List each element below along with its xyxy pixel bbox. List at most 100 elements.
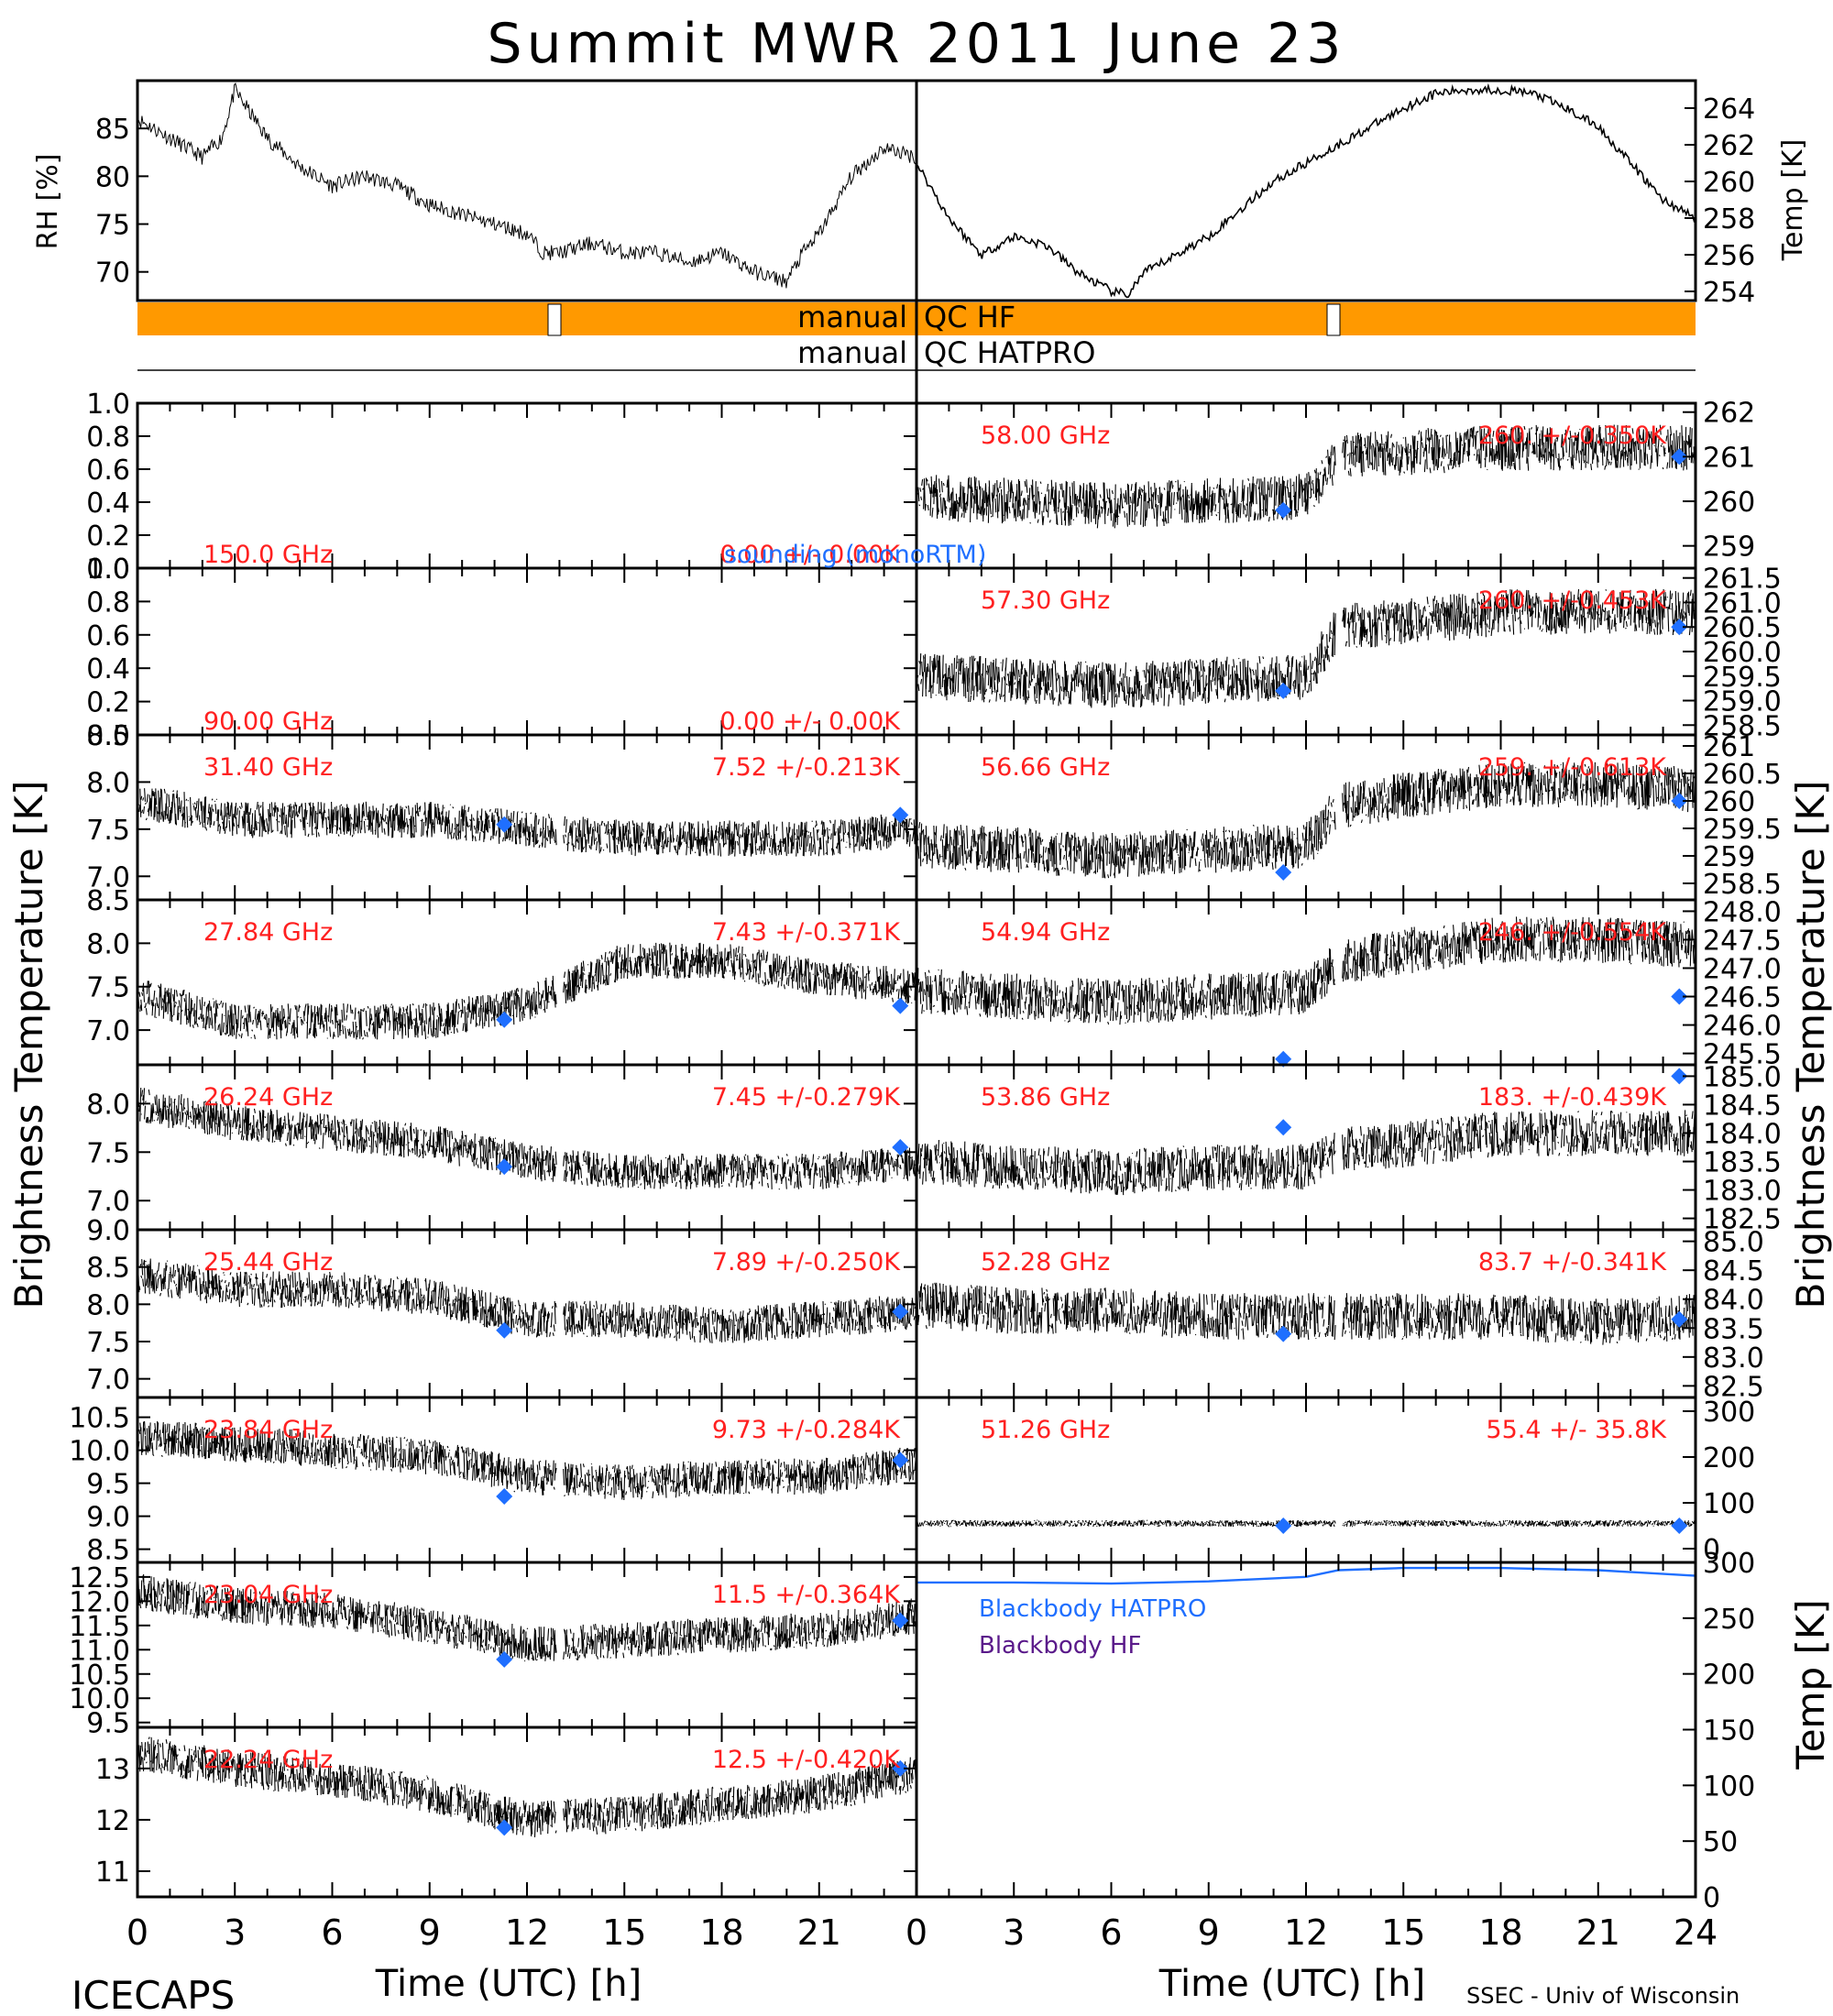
y-tick-label: 245.5	[1703, 1039, 1782, 1071]
y-tick-label: 100	[1703, 1488, 1755, 1520]
y-tick-label: 7.5	[86, 815, 130, 847]
series-right-4	[916, 1110, 1697, 1196]
y-tick-label: 0.0	[86, 720, 130, 752]
y-tick-label: 11	[95, 1857, 130, 1889]
sounding-point	[1275, 1517, 1292, 1534]
blackbody-y-axis-title: Temp [K]	[1788, 1599, 1833, 1770]
qc-hf-label-right: QC HF	[924, 300, 1015, 334]
sounding-point	[892, 1452, 909, 1469]
y-tick-label: 85.0	[1703, 1227, 1764, 1259]
temp-tick-label: 256	[1703, 240, 1755, 272]
rh-series-line	[137, 82, 917, 289]
y-tick-label: 247.5	[1703, 925, 1782, 957]
right-y-axis-title: Brightness Temperature [K]	[1788, 781, 1833, 1309]
y-tick-label: 258.5	[1703, 710, 1782, 742]
panel-frequency-label: 51.26 GHz	[981, 1416, 1110, 1444]
temp-panel-frame	[915, 79, 1697, 302]
panel-stat-label: 183. +/-0.439K	[1478, 1083, 1667, 1112]
x-tick-label: 6	[321, 1912, 343, 1953]
y-tick-label: 11.0	[69, 1635, 130, 1667]
temp-axis-title: Temp [K]	[1777, 139, 1809, 262]
panel-stat-label: 11.5 +/-0.364K	[712, 1581, 901, 1609]
sounding-point	[496, 1011, 513, 1028]
y-tick-label: 258.5	[1703, 869, 1782, 901]
y-tick-label: 182.5	[1703, 1204, 1782, 1236]
panel-frequency-label: 23.04 GHz	[203, 1581, 333, 1609]
sounding-point	[1671, 793, 1688, 809]
y-tick-label: 50	[1703, 1826, 1738, 1858]
sounding-point	[1671, 619, 1688, 636]
y-tick-label: 259.5	[1703, 662, 1782, 694]
y-tick-label: 0.6	[86, 455, 130, 487]
y-tick-label: 7.5	[86, 1137, 130, 1169]
x-tick-label: 21	[797, 1912, 841, 1953]
x-tick-label: 12	[1284, 1912, 1328, 1953]
panel-frequency-label: 90.00 GHz	[203, 707, 333, 736]
sounding-point	[1671, 1517, 1688, 1534]
y-tick-label: 7.0	[86, 1186, 130, 1218]
panel-frequency-label: 57.30 GHz	[981, 586, 1110, 615]
sounding-point	[1671, 448, 1688, 466]
y-tick-label: 246.0	[1703, 1011, 1782, 1043]
panel-stat-label: 83.7 +/-0.341K	[1478, 1248, 1667, 1276]
y-tick-label: 150	[1703, 1715, 1755, 1748]
sounding-point	[1275, 682, 1292, 699]
y-tick-label: 260.5	[1703, 612, 1782, 644]
sounding-point	[1275, 864, 1292, 881]
x-tick-label: 3	[1003, 1912, 1025, 1953]
qc-hf-gap	[547, 303, 562, 336]
x-axis-title-right: Time (UTC) [h]	[1158, 1963, 1425, 2005]
panel-stat-label: 9.73 +/-0.284K	[712, 1416, 901, 1444]
y-tick-label: 82.5	[1703, 1371, 1764, 1403]
y-tick-label: 8.5	[86, 1535, 130, 1567]
x-tick-label: 18	[1478, 1912, 1522, 1953]
sounding-point	[1275, 501, 1292, 519]
y-tick-label: 259	[1703, 841, 1755, 873]
panel-stat-label: 12.5 +/-0.420K	[712, 1746, 901, 1774]
x-tick-label: 9	[419, 1912, 441, 1953]
panel-stat-label: 7.52 +/-0.213K	[712, 753, 901, 782]
y-tick-label: 8.5	[86, 720, 130, 752]
y-tick-label: 261.5	[1703, 564, 1782, 596]
panel-stat-label: 7.45 +/-0.279K	[712, 1083, 901, 1112]
y-tick-label: 7.5	[86, 972, 130, 1004]
sounding-point	[1671, 988, 1688, 1005]
y-tick-label: 12	[95, 1805, 130, 1837]
x-tick-label: 21	[1576, 1912, 1620, 1953]
y-tick-label: 260.5	[1703, 759, 1782, 791]
y-tick-label: 7.0	[86, 1015, 130, 1047]
y-tick-label: 183.5	[1703, 1147, 1782, 1179]
y-tick-label: 200	[1703, 1660, 1755, 1692]
series-left-3	[137, 942, 918, 1040]
sounding-point	[1275, 1050, 1292, 1068]
rh-tick-label: 85	[95, 114, 130, 146]
y-tick-label: 0.6	[86, 620, 130, 652]
panel-frequency-label: 150.0 GHz	[203, 541, 333, 569]
y-tick-label: 1.0	[86, 389, 130, 421]
y-tick-label: 247.0	[1703, 953, 1782, 985]
qc-hf-label-left: manual	[797, 300, 907, 334]
blackbody-hatpro-line	[916, 1566, 1696, 1585]
y-tick-label: 260.0	[1703, 637, 1782, 669]
legend-blackbody-hf: Blackbody HF	[979, 1632, 1141, 1660]
y-tick-label: 260	[1703, 786, 1755, 818]
rh-tick-label: 80	[95, 161, 130, 193]
panel-stat-label: 260. +/-0.453K	[1478, 586, 1667, 615]
y-tick-label: 9.5	[86, 1708, 130, 1740]
y-tick-label: 7.0	[86, 1364, 130, 1397]
panel-stat-label: 0.00 +/- 0.00K	[719, 707, 901, 736]
y-tick-label: 0.4	[86, 488, 130, 520]
y-tick-label: 10.0	[69, 1436, 130, 1468]
panel-stat-label: 7.89 +/-0.250K	[712, 1248, 901, 1276]
temp-tick-label: 262	[1703, 130, 1755, 162]
panel-frequency-label: 26.24 GHz	[203, 1083, 333, 1112]
y-tick-label: 8.0	[86, 928, 130, 960]
y-tick-label: 10.5	[69, 1403, 130, 1435]
y-tick-label: 9.0	[86, 1502, 130, 1534]
x-tick-label: 12	[505, 1912, 549, 1953]
x-tick-label: 0	[126, 1912, 148, 1953]
y-tick-label: 246.5	[1703, 982, 1782, 1014]
temp-tick-label: 254	[1703, 277, 1755, 309]
panel-frequency-label: 31.40 GHz	[203, 753, 333, 782]
y-tick-label: 259.5	[1703, 814, 1782, 846]
